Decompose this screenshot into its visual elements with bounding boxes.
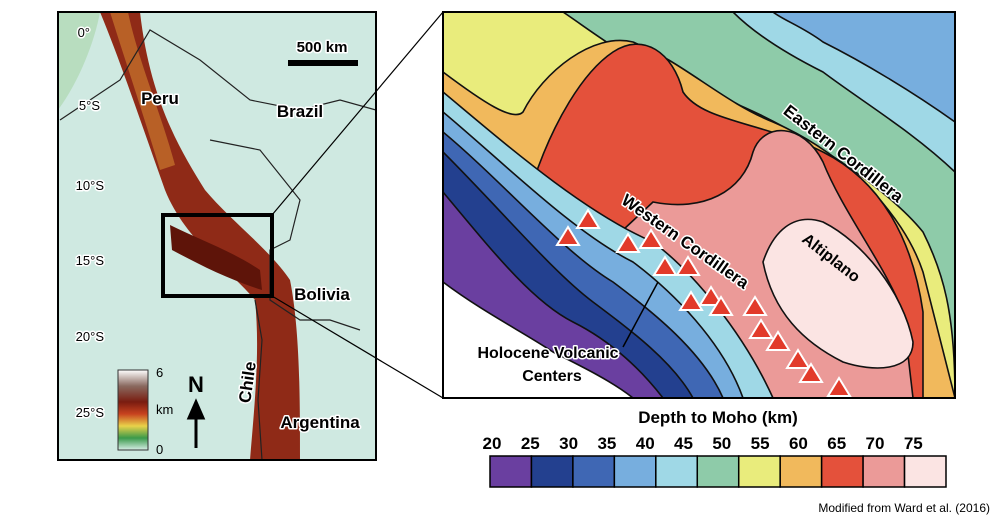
latitude-label: 15°S	[76, 253, 105, 268]
colorbar-tick-label: 60	[789, 434, 808, 453]
latitude-label: 10°S	[76, 178, 105, 193]
connector	[271, 11, 444, 216]
colorbar-tick-label: 35	[597, 434, 616, 453]
color-bin	[820, 455, 864, 488]
country-label: Argentina	[280, 413, 360, 432]
country-label: Peru	[141, 89, 179, 108]
color-bin	[613, 455, 657, 488]
colorbar-tick-label: 70	[866, 434, 885, 453]
color-bin	[655, 455, 699, 488]
annotation: Holocene Volcanic	[477, 345, 618, 362]
colorbar-tick-label: 25	[521, 434, 540, 453]
color-bin	[862, 455, 906, 488]
colorbar-tick-label: 75	[904, 434, 923, 453]
color-bin	[572, 455, 616, 488]
latitude-label: 20°S	[76, 329, 105, 344]
elevation-ramp	[117, 369, 149, 451]
color-bin	[530, 455, 574, 488]
colorbar-tick-label: 65	[827, 434, 846, 453]
inset-box	[161, 213, 274, 298]
colorbar-title: Depth to Moho (km)	[638, 408, 798, 427]
moho-map	[443, 12, 955, 398]
annotation: Centers	[522, 368, 582, 385]
colorbar-tick-label: 45	[674, 434, 693, 453]
color-bin	[489, 455, 533, 488]
colorbar-tick-label: 50	[712, 434, 731, 453]
north-arrow	[186, 398, 206, 448]
latitude-label: 0°	[78, 25, 90, 40]
colorbar-tick-label: 30	[559, 434, 578, 453]
volcano-markers	[555, 208, 852, 397]
color-bin	[779, 455, 823, 488]
north-label: N	[188, 372, 204, 397]
colorbar-tick-label: 20	[483, 434, 502, 453]
elevation-unit: km	[156, 402, 173, 417]
connector	[271, 295, 444, 399]
colorbar-tick-label: 55	[751, 434, 770, 453]
credit: Modified from Ward et al. (2016)	[818, 501, 990, 515]
color-bin	[737, 455, 781, 488]
colorbar-tick-label: 40	[636, 434, 655, 453]
scale-bar	[288, 60, 358, 66]
regional-map	[58, 12, 376, 460]
elevation-min: 0	[156, 442, 163, 457]
color-bin	[903, 455, 947, 488]
country-label: Bolivia	[294, 285, 350, 304]
latitude-label: 5°S	[79, 98, 100, 113]
scale-bar-label: 500 km	[297, 39, 348, 56]
country-label: Brazil	[277, 102, 323, 121]
latitude-label: 25°S	[76, 405, 105, 420]
colorbar: 20 25 30 35 40 45 50 55 60 65 70 75	[483, 434, 947, 488]
elevation-max: 6	[156, 365, 163, 380]
color-bin	[696, 455, 740, 488]
